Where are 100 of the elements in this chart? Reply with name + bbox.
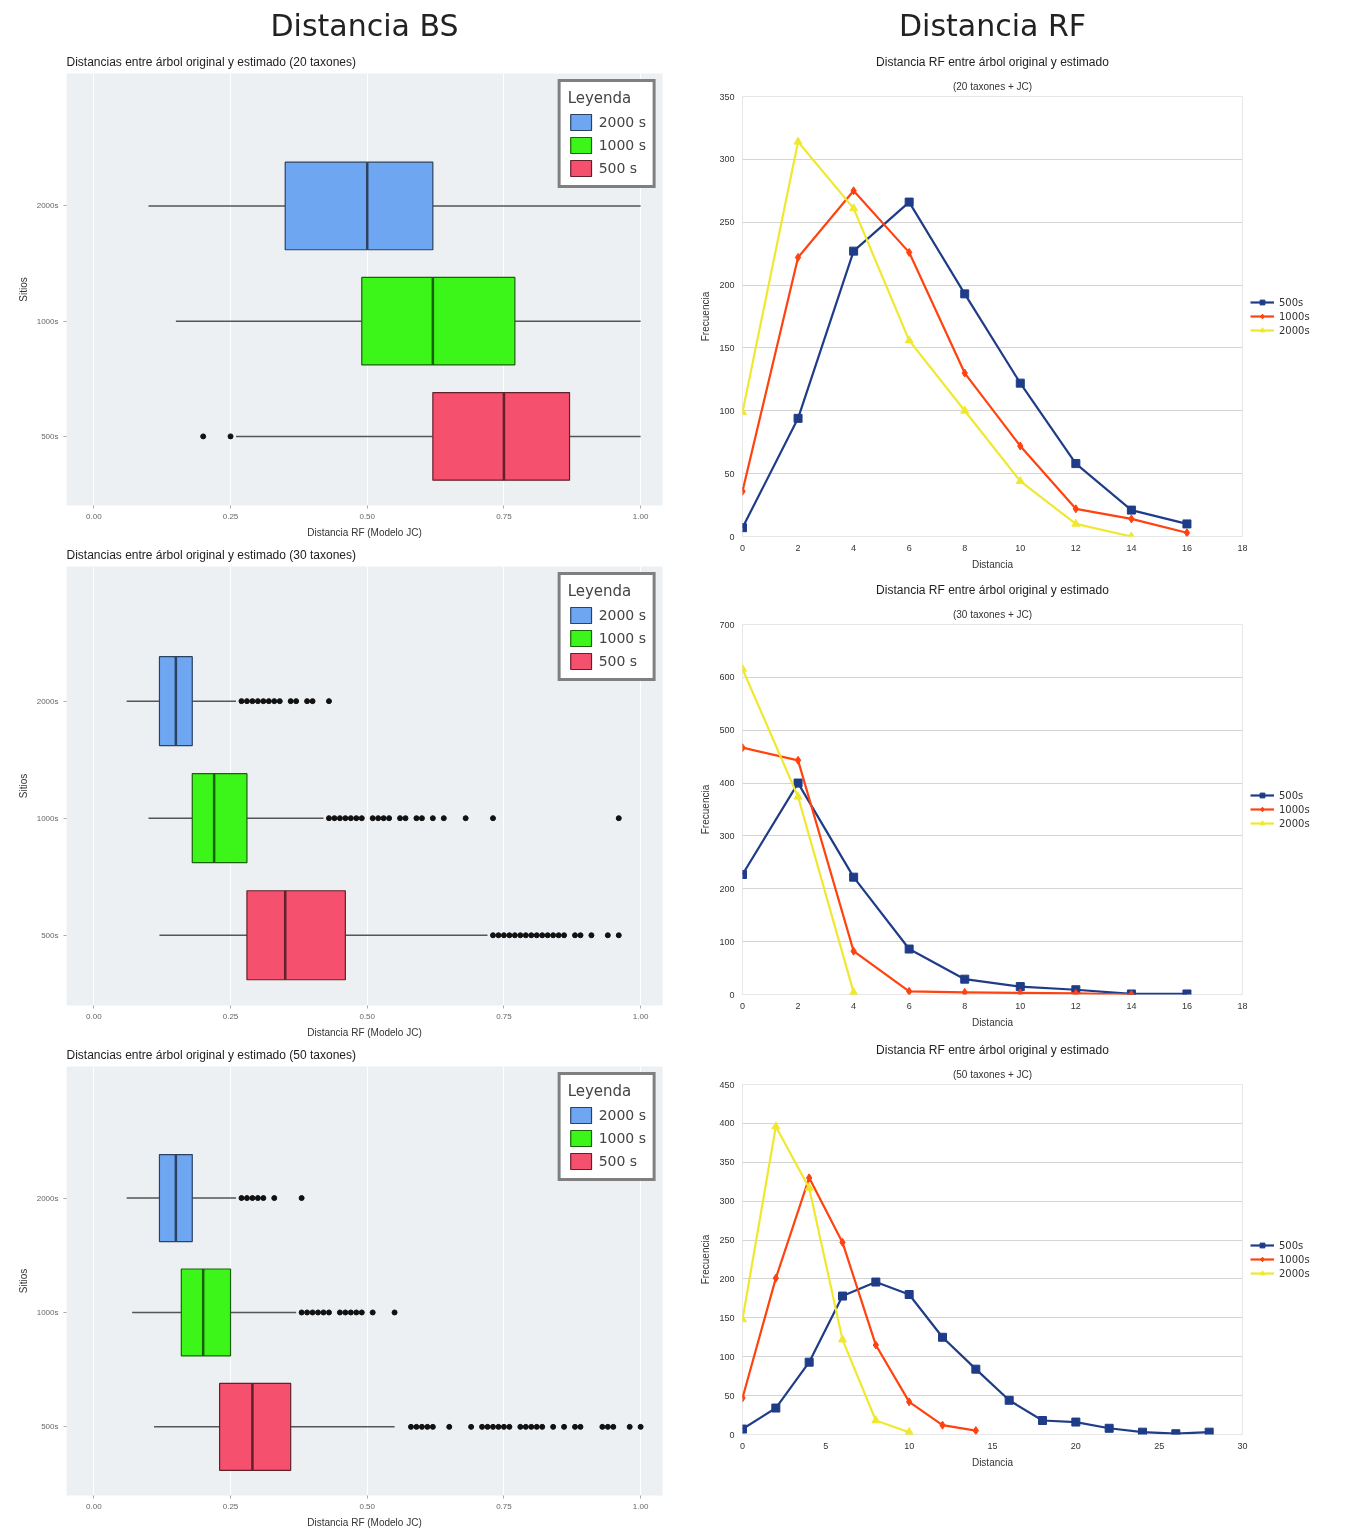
y-tick-label: 150	[719, 1312, 735, 1323]
x-tick-label: 5	[823, 1440, 829, 1451]
y-tick-label: 0	[729, 989, 735, 1000]
y-tick-label: 300	[719, 154, 735, 165]
x-tick-label: 0.25	[222, 1011, 239, 1021]
y-tick-label: 100	[719, 1351, 735, 1362]
point	[971, 1364, 981, 1374]
x-tick-label: 14	[1126, 542, 1137, 553]
chart-subtitle: (20 taxones + JC)	[952, 80, 1033, 92]
point	[772, 1273, 779, 1283]
legend-label: 500s	[1279, 789, 1304, 801]
y-axis-title: Sitios	[17, 1268, 29, 1294]
point	[849, 203, 859, 212]
x-tick-label: 1.00	[632, 1011, 649, 1021]
y-tick-label: 300	[719, 830, 735, 841]
point	[1182, 519, 1192, 529]
point	[1128, 514, 1135, 524]
point	[838, 1334, 847, 1343]
point	[960, 974, 970, 984]
point	[794, 755, 802, 765]
point	[849, 987, 859, 995]
point	[1071, 1417, 1081, 1427]
x-tick-label: 4	[851, 1000, 857, 1011]
x-tick-label: 10	[1015, 542, 1026, 553]
point	[904, 944, 914, 954]
y-tick-label: 700	[719, 619, 735, 630]
y-tick-label: 400	[719, 1118, 735, 1129]
y-tick-label: 400	[719, 778, 735, 789]
y-tick-label: 2000s	[36, 696, 59, 706]
point	[939, 1420, 946, 1430]
legend-label: 500s	[1279, 296, 1304, 308]
x-tick-label: 0.25	[222, 1501, 239, 1511]
x-tick-label: 0	[740, 1440, 746, 1451]
y-axis-title: Sitios	[17, 773, 29, 799]
x-tick-label: 0.75	[496, 1011, 513, 1021]
x-tick-label: 8	[962, 1000, 968, 1011]
legend-label: 1000s	[1279, 310, 1310, 322]
point	[838, 1291, 847, 1301]
point	[904, 1290, 914, 1299]
y-tick-label: 1000s	[36, 316, 59, 326]
point	[960, 289, 970, 299]
x-tick-label: 0.50	[359, 1501, 376, 1511]
x-tick-label: 6	[906, 542, 912, 553]
y-tick-label: 500s	[41, 1422, 59, 1432]
y-tick-label: 1000s	[36, 813, 59, 823]
x-axis-title: Distancia RF (Modelo JC)	[307, 1026, 422, 1038]
x-tick-label: 10	[1015, 1000, 1026, 1011]
legend-label: 2000s	[1279, 324, 1310, 336]
y-tick-label: 450	[719, 1079, 735, 1090]
legend-label: 2000s	[1279, 817, 1310, 829]
point	[972, 1426, 979, 1435]
y-tick-label: 1000s	[36, 1307, 59, 1317]
point	[1015, 476, 1025, 484]
point	[1072, 504, 1079, 514]
point	[1071, 459, 1081, 469]
y-tick-label: 50	[724, 468, 735, 479]
x-axis-title: Distancia	[971, 1456, 1014, 1468]
point	[1071, 518, 1081, 527]
y-tick-label: 250	[719, 217, 735, 228]
x-tick-label: 4	[851, 542, 857, 553]
y-tick-label: 2000s	[36, 201, 59, 211]
point	[904, 1427, 914, 1435]
point	[904, 197, 914, 207]
point	[771, 1121, 781, 1130]
point	[1017, 441, 1024, 451]
y-axis-title: Sitios	[17, 277, 29, 302]
y-tick-label: 500s	[41, 431, 59, 441]
point	[904, 335, 914, 344]
x-tick-label: 2	[795, 542, 801, 553]
y-tick-label: 100	[719, 405, 735, 416]
legend-label: 1000s	[1279, 1253, 1310, 1265]
x-tick-label: 18	[1237, 542, 1248, 553]
point	[850, 186, 857, 196]
y-axis-title: Frecuencia	[700, 291, 712, 342]
point	[1126, 505, 1136, 515]
legend-title: Leyenda	[567, 582, 633, 600]
point	[1183, 528, 1191, 537]
y-tick-label: 0	[729, 1429, 735, 1440]
x-tick-label: 2	[795, 1000, 801, 1011]
chart-title: Distancias entre árbol original y estimado (20 taxones)	[66, 54, 356, 69]
point	[938, 1332, 947, 1342]
x-tick-label: 15	[987, 1440, 998, 1451]
legend-label: 2000 s	[598, 113, 646, 132]
chart-title: Distancias entre árbol original y estimado (50 taxones)	[66, 1047, 356, 1062]
y-tick-label: 0	[729, 531, 735, 542]
x-tick-label: 1.00	[632, 1501, 649, 1511]
x-tick-label: 0.25	[222, 511, 239, 521]
point	[961, 987, 968, 995]
text: Distancia RF	[898, 7, 1087, 43]
x-tick-label: 30	[1237, 1440, 1248, 1451]
point	[849, 872, 859, 882]
point	[871, 1277, 881, 1287]
y-tick-label: 600	[719, 672, 735, 683]
chart-title: Distancia RF entre árbol original y estimado	[876, 1042, 1110, 1057]
chart-title: Distancia RF entre árbol original y estimado	[876, 54, 1110, 69]
y-tick-label: 500s	[41, 930, 59, 940]
point	[804, 1357, 814, 1367]
y-tick-label: 150	[719, 342, 735, 353]
point	[960, 405, 970, 414]
point	[871, 1415, 881, 1424]
